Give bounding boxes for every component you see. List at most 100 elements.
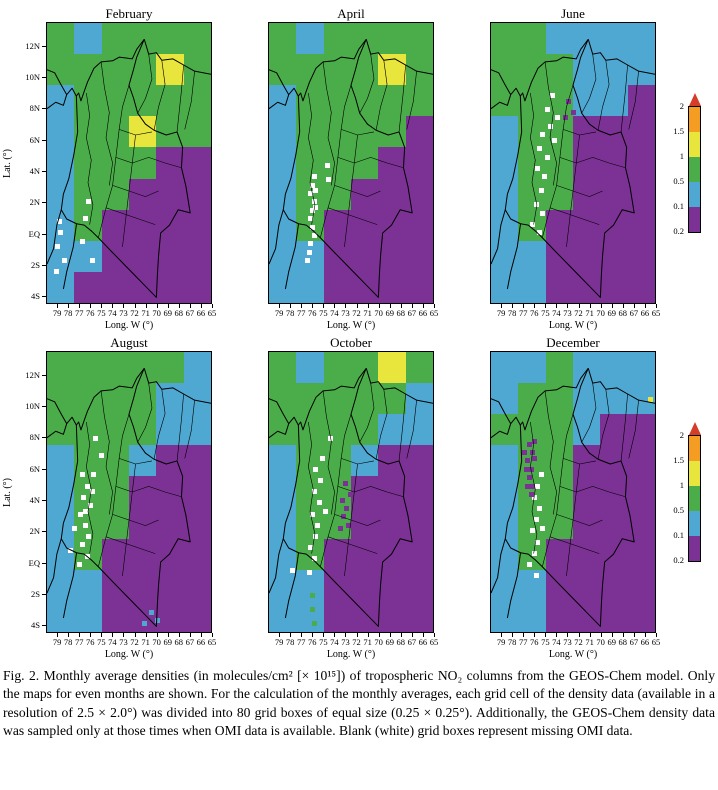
x-tick-label: 65 <box>429 637 439 647</box>
x-tick <box>212 633 213 637</box>
grid-cell <box>518 569 546 602</box>
grid-cell <box>101 147 130 179</box>
grid-cell <box>351 414 379 446</box>
grid-cell <box>74 178 102 210</box>
x-tick-label: 74 <box>108 637 117 647</box>
x-tick-label: 71 <box>363 308 372 318</box>
grid-cell <box>491 147 519 179</box>
grid-cell <box>156 507 184 539</box>
grid-cell <box>573 178 601 210</box>
data-speck <box>318 478 324 483</box>
y-tick-label: 4N <box>29 494 40 505</box>
grid-cell <box>156 178 184 210</box>
x-tick <box>356 304 358 308</box>
grid-cell <box>74 116 102 148</box>
x-tick <box>290 304 292 308</box>
data-speck <box>92 436 98 441</box>
x-tick <box>101 633 103 637</box>
grid-cell <box>129 352 157 384</box>
colorbar-segment <box>689 182 700 207</box>
grid-cell <box>47 178 75 210</box>
grid-cell <box>156 147 184 179</box>
grid-cell <box>627 240 655 273</box>
data-speck <box>540 525 546 531</box>
colorbar-tick-label: 1 <box>679 151 684 161</box>
x-tick-label: 69 <box>607 308 616 318</box>
data-speck <box>91 472 97 478</box>
x-tick <box>356 633 358 637</box>
data-speck <box>306 570 312 576</box>
grid-cell <box>600 445 628 477</box>
data-speck <box>532 438 537 444</box>
data-speck <box>535 483 541 489</box>
data-speck <box>545 107 551 112</box>
grid-cell <box>545 383 574 415</box>
data-speck <box>79 238 85 244</box>
x-tick-label: 66 <box>640 637 650 647</box>
grid-cell <box>101 352 130 384</box>
x-tick <box>422 304 424 308</box>
grid-cell <box>600 414 628 446</box>
data-speck <box>58 230 64 236</box>
grid-cell <box>47 507 75 539</box>
x-tick <box>534 633 536 637</box>
grid-cell <box>129 414 157 446</box>
data-speck <box>328 436 334 441</box>
grid-cell <box>405 538 433 571</box>
grid-cell <box>600 600 628 632</box>
x-tick-label: 78 <box>285 308 295 318</box>
x-tick <box>400 304 402 308</box>
grid-cell <box>183 600 211 632</box>
x-tick <box>68 304 70 308</box>
grid-cell <box>627 271 655 303</box>
grid-cell <box>296 538 324 571</box>
grid-cell <box>129 23 157 55</box>
y-axis-ticks <box>42 22 46 304</box>
grid-cell <box>269 240 297 273</box>
x-tick-label: 67 <box>629 308 639 318</box>
grid-cell <box>351 352 379 384</box>
x-tick <box>279 633 281 637</box>
data-speck <box>535 539 541 545</box>
grid-cell <box>600 116 628 148</box>
grid-cell <box>74 85 102 117</box>
grid-cell <box>156 383 184 415</box>
grid-cell <box>405 476 433 508</box>
y-tick-label: EQ <box>28 557 40 568</box>
data-speck <box>79 472 85 478</box>
x-tick-label: 79 <box>496 637 506 647</box>
x-axis-ticks <box>46 633 213 637</box>
data-speck <box>563 115 569 121</box>
data-speck <box>347 492 353 497</box>
grid-cell <box>47 116 75 148</box>
x-tick <box>189 633 191 637</box>
grid-cell <box>47 85 75 117</box>
data-speck <box>530 450 536 455</box>
x-tick <box>212 304 213 308</box>
grid-cell <box>351 445 379 477</box>
grid-cell <box>378 85 406 117</box>
grid-cell <box>491 538 519 571</box>
panel-title: August <box>110 335 148 350</box>
grid-cell <box>156 569 184 602</box>
grid-cell <box>129 383 157 415</box>
data-speck <box>566 98 572 104</box>
x-tick <box>389 633 391 637</box>
x-tick-label: 78 <box>285 637 295 647</box>
map-october <box>268 351 434 633</box>
grid-cell <box>296 116 324 148</box>
x-tick <box>644 633 646 637</box>
x-tick <box>411 633 413 637</box>
grid-cell <box>491 85 519 117</box>
x-tick-label: 70 <box>596 308 605 318</box>
colorbar-segment <box>689 207 700 232</box>
colorbar-tick-label: 0.1 <box>673 530 684 540</box>
x-tick-label: 72 <box>574 637 583 647</box>
grid-cell <box>156 116 184 148</box>
data-speck <box>525 458 531 464</box>
x-tick-label: 66 <box>196 308 206 318</box>
x-tick <box>523 633 525 637</box>
y-tick <box>42 374 46 376</box>
grid-cell <box>378 54 406 86</box>
